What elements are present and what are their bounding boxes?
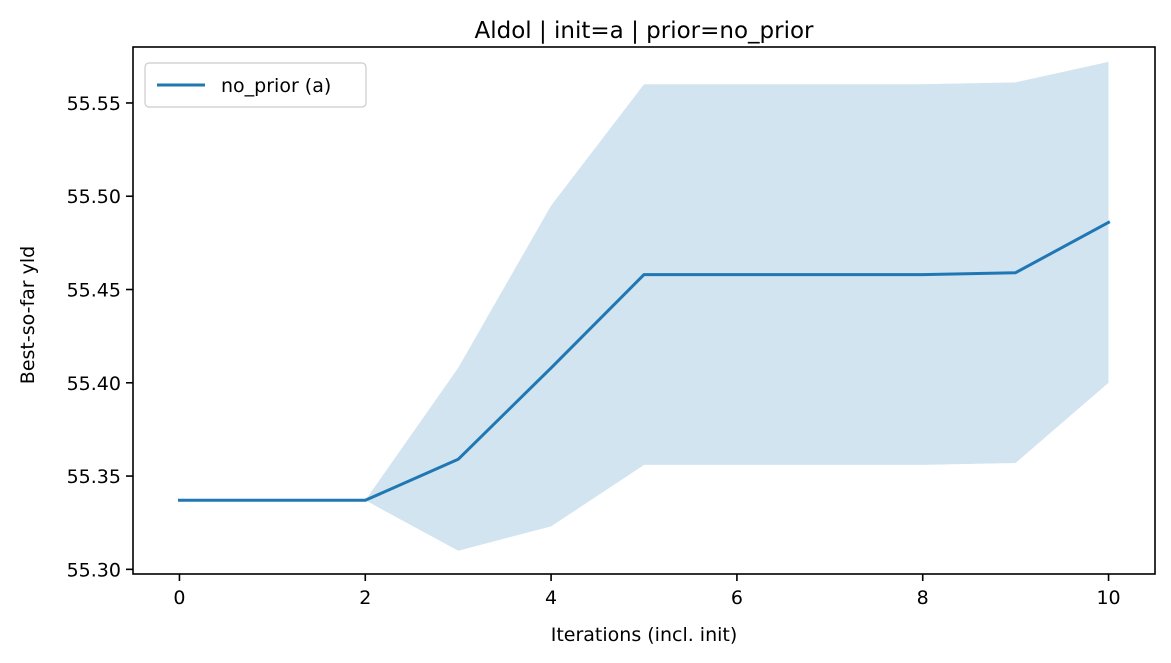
x-tick-label: 4 bbox=[545, 587, 557, 609]
y-tick-label: 55.35 bbox=[67, 466, 121, 488]
y-axis-label: Best-so-far yld bbox=[17, 246, 39, 384]
x-tick-label: 2 bbox=[359, 587, 371, 609]
legend-entry: no_prior (a) bbox=[221, 75, 331, 97]
x-axis-label: Iterations (incl. init) bbox=[551, 624, 738, 646]
plot-area bbox=[178, 61, 1111, 551]
y-tick-label: 55.45 bbox=[67, 280, 121, 302]
x-tick-label: 10 bbox=[1096, 587, 1120, 609]
axes-frame bbox=[132, 46, 1156, 575]
legend: no_prior (a) bbox=[144, 62, 367, 108]
x-tick-label: 6 bbox=[731, 587, 743, 609]
chart-title: Aldol | init=a | prior=no_prior bbox=[474, 18, 814, 44]
y-tick-label: 55.50 bbox=[67, 186, 121, 208]
legend-box bbox=[144, 62, 367, 108]
x-tick-label: 8 bbox=[917, 587, 929, 609]
x-tick-label: 0 bbox=[173, 587, 185, 609]
y-tick-label: 55.30 bbox=[67, 559, 121, 581]
axis-ticks: 0 2 4 6 8 10 55.30 55.35 55.40 55.45 55.50 55.55 bbox=[67, 93, 1121, 609]
confidence-band bbox=[179, 61, 1109, 551]
y-tick-label: 55.40 bbox=[67, 373, 121, 395]
y-tick-label: 55.55 bbox=[67, 93, 121, 115]
series-line bbox=[178, 220, 1111, 502]
